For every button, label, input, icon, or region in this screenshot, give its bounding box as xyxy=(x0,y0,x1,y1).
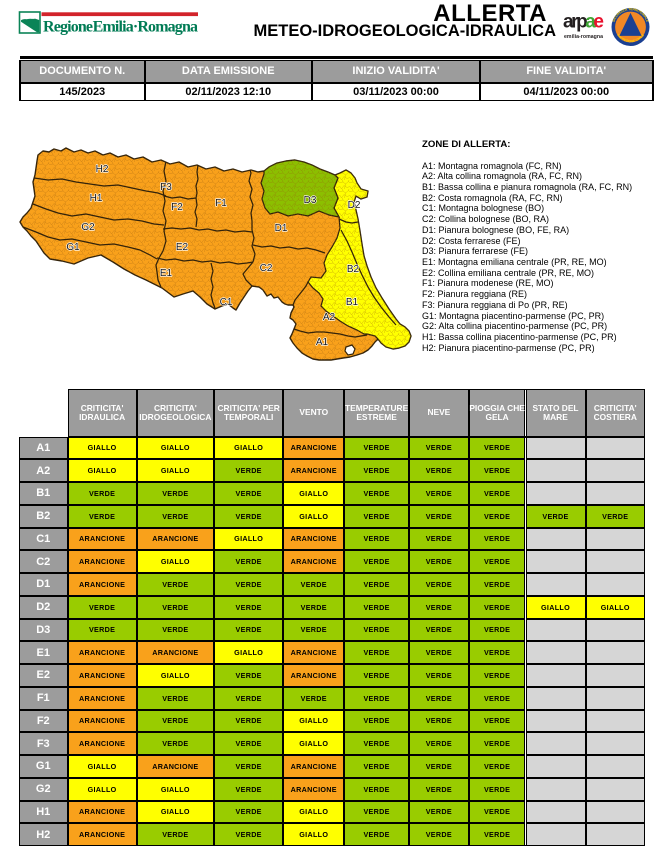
svg-text:H2: H2 xyxy=(96,164,109,175)
svg-text:D2: D2 xyxy=(348,200,361,211)
svg-text:C1: C1 xyxy=(220,297,233,308)
svg-text:F2: F2 xyxy=(171,202,183,213)
svg-text:E2: E2 xyxy=(176,242,189,253)
svg-text:B1: B1 xyxy=(346,297,359,308)
svg-text:F3: F3 xyxy=(160,182,172,193)
svg-text:G1: G1 xyxy=(66,242,80,253)
svg-text:arpae: arpae xyxy=(563,12,604,33)
svg-text:H1: H1 xyxy=(90,193,103,204)
svg-text:F1: F1 xyxy=(215,198,227,209)
svg-text:emilia-romagna: emilia-romagna xyxy=(564,34,603,40)
svg-text:E1: E1 xyxy=(160,268,173,279)
svg-text:D3: D3 xyxy=(304,195,317,206)
svg-text:C2: C2 xyxy=(260,263,273,274)
svg-text:A1: A1 xyxy=(316,337,329,348)
svg-text:B2: B2 xyxy=(347,264,360,275)
svg-text:Regione Emilia·Romagna: Regione Emilia·Romagna xyxy=(43,19,198,36)
svg-text:A2: A2 xyxy=(323,312,336,323)
svg-text:D1: D1 xyxy=(275,223,288,234)
svg-text:G2: G2 xyxy=(81,222,95,233)
